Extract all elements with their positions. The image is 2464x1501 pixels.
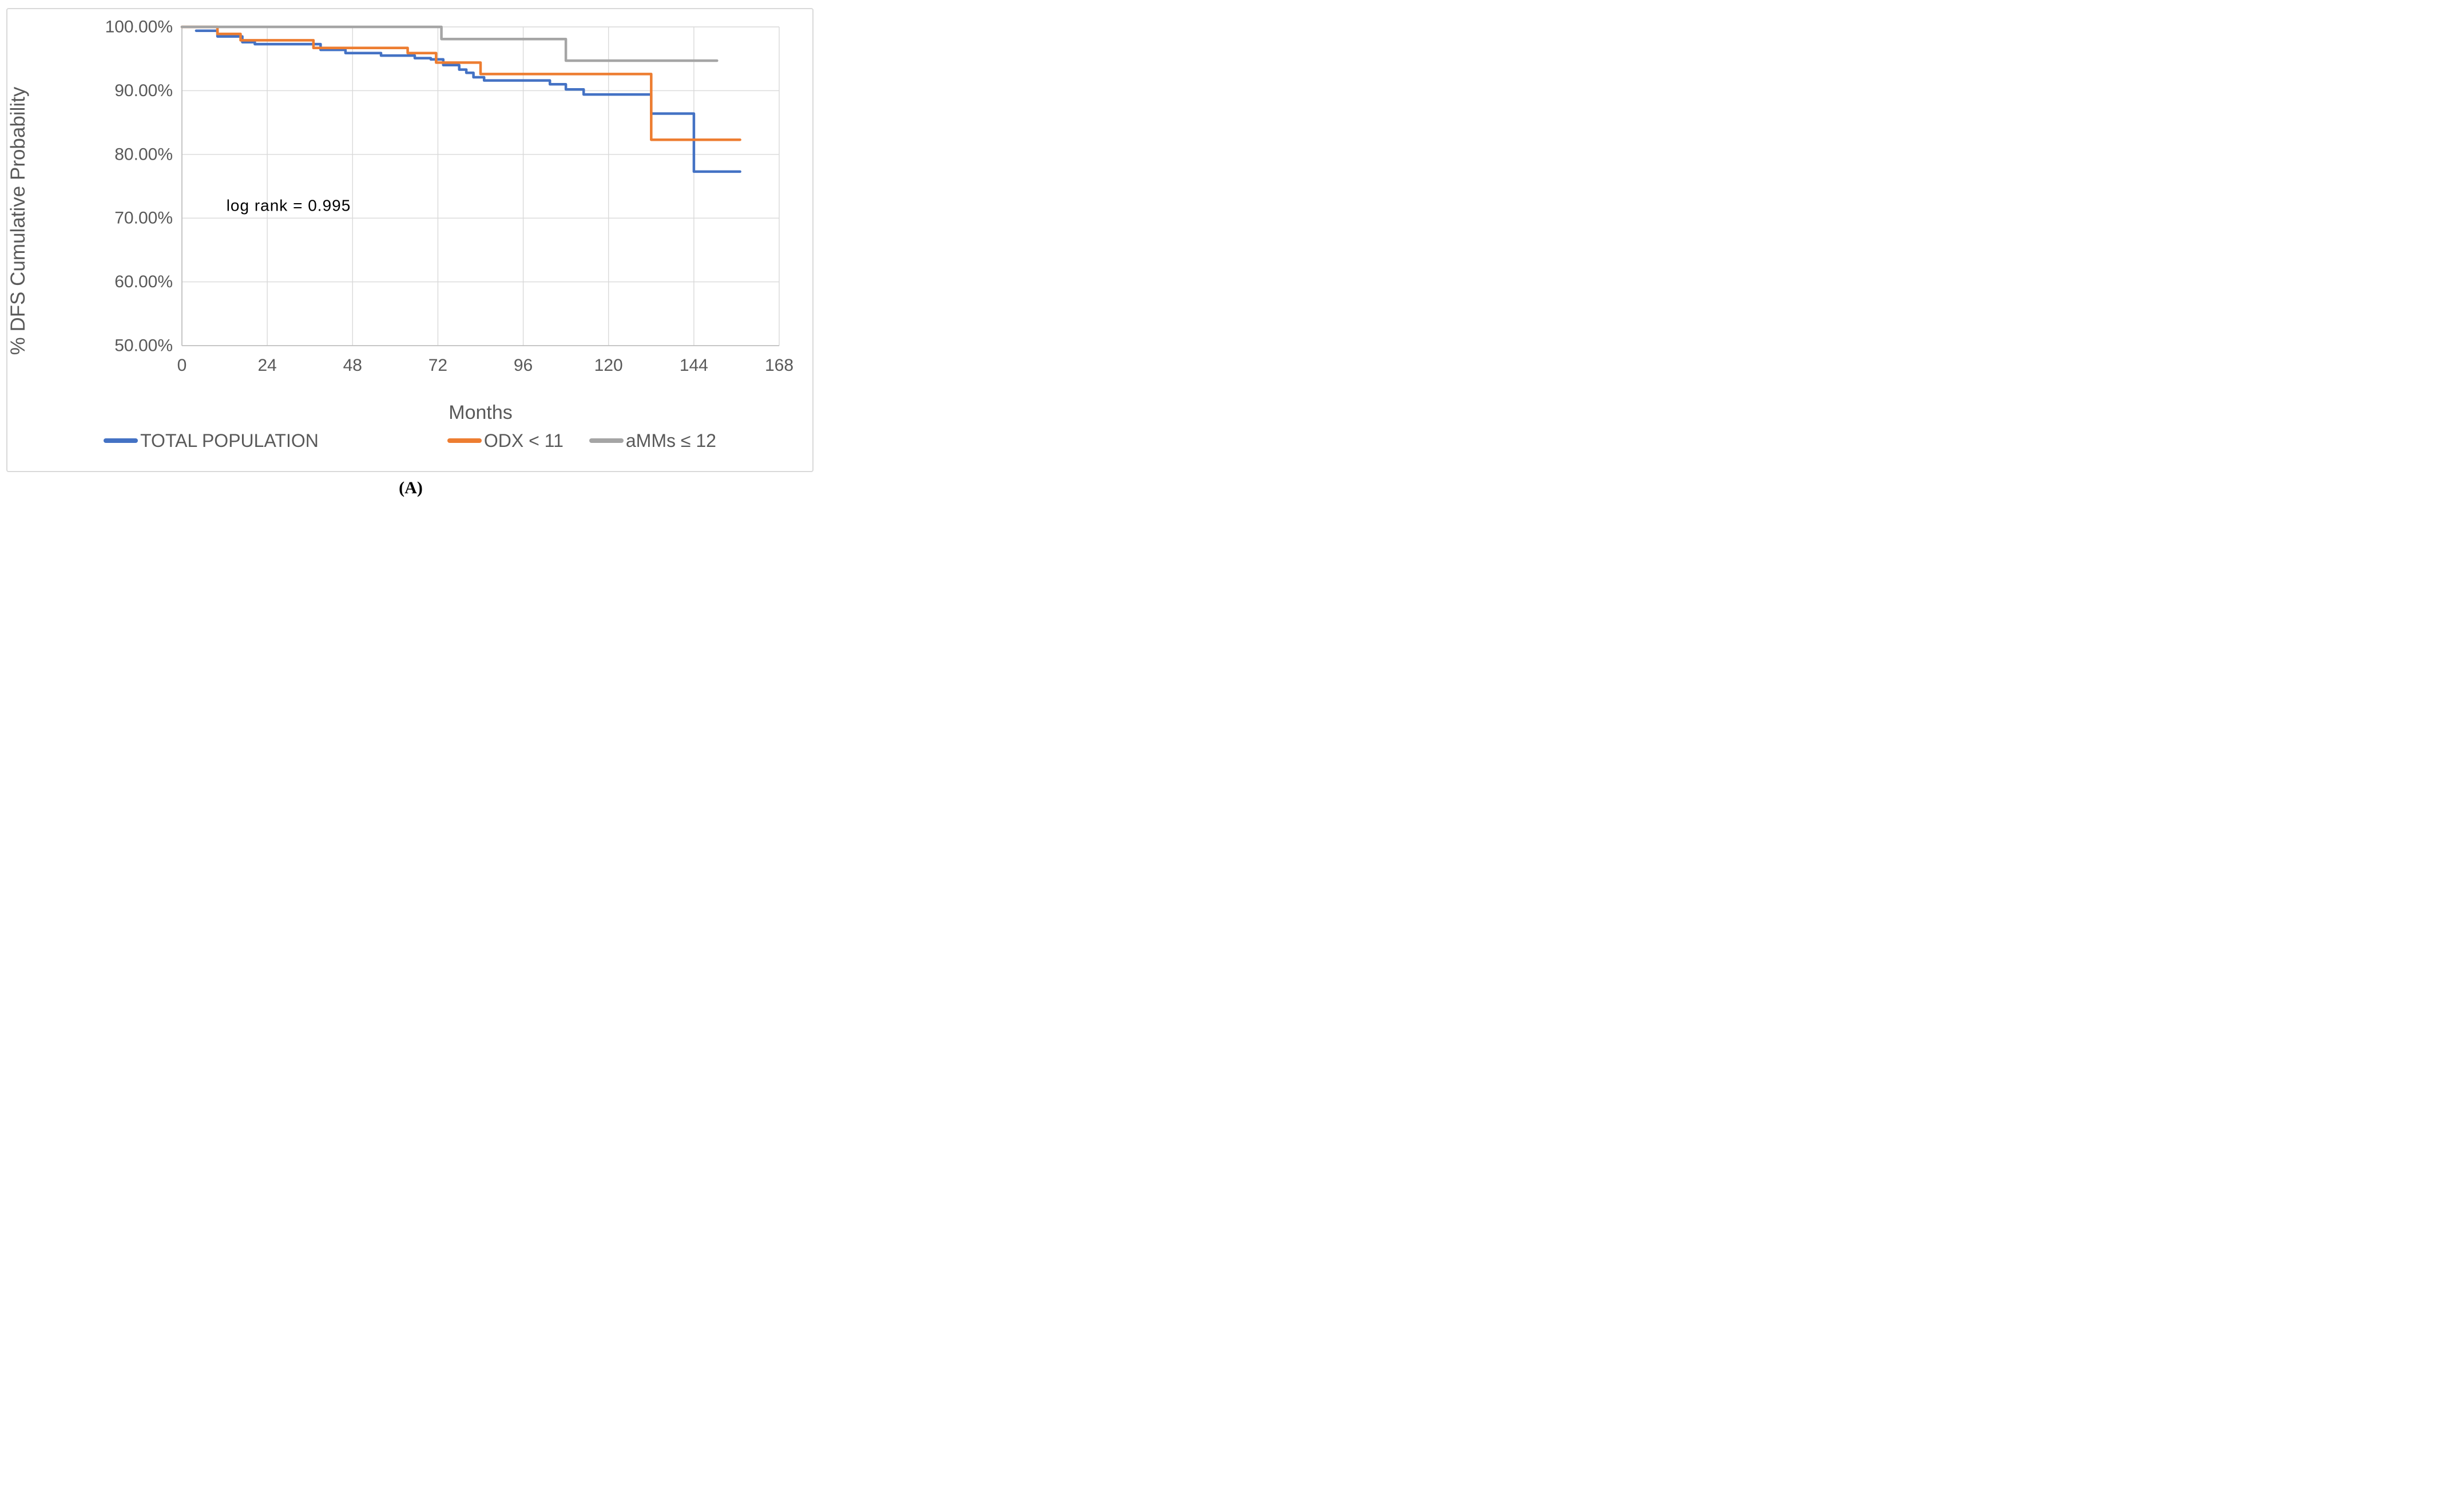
figure-page: { "figure": { "caption": "(A)" }, "chart… xyxy=(0,0,822,501)
y-tick-label: 100.00% xyxy=(105,18,173,37)
y-tick-label: 60.00% xyxy=(114,272,173,291)
y-tick-label: 70.00% xyxy=(114,209,173,228)
series-line-odx-11 xyxy=(180,25,741,141)
axes-group xyxy=(181,27,779,346)
y-tick-label: 90.00% xyxy=(114,81,173,100)
y-tick-label: 50.00% xyxy=(114,336,173,355)
legend-label-amms-le-12: aMMs ≤ 12 xyxy=(625,430,716,451)
series-line-amms-12 xyxy=(180,25,719,62)
legend-swatch-odx-lt-11-icon xyxy=(447,438,482,443)
legend: TOTAL POPULATION ODX < 11 aMMs ≤ 12 xyxy=(7,428,812,453)
legend-item-amms-le-12: aMMs ≤ 12 xyxy=(589,430,716,452)
y-tick-label: 80.00% xyxy=(114,145,173,164)
x-tick-label: 120 xyxy=(594,356,623,375)
km-plot: 100.00% 90.00% 80.00% 70.00% 60.00% 50.00%0 24… xyxy=(7,18,793,424)
tick-labels-group: 100.00% 90.00% 80.00% 70.00% 60.00% 50.00%0 24… xyxy=(105,18,793,375)
legend-item-odx-lt-11: ODX < 11 xyxy=(447,430,564,452)
figure-caption: (A) xyxy=(399,478,423,497)
legend-label-total-population: TOTAL POPULATION xyxy=(140,430,319,451)
log-rank-annotation: log rank = 0.995 xyxy=(227,196,351,214)
legend-swatch-amms-le-12-icon xyxy=(589,438,624,443)
legend-item-total-population: TOTAL POPULATION xyxy=(104,430,319,452)
x-tick-label: 72 xyxy=(428,356,447,375)
x-tick-label: 96 xyxy=(514,356,533,375)
gridlines-group xyxy=(182,26,780,346)
series-group xyxy=(180,25,741,173)
series-line-total-population xyxy=(195,29,741,173)
x-tick-label: 24 xyxy=(257,356,276,375)
chart-frame: 100.00% 90.00% 80.00% 70.00% 60.00% 50.00% 0 24… xyxy=(6,8,814,472)
x-tick-label: 168 xyxy=(765,356,793,375)
x-axis-title: Months xyxy=(449,402,513,423)
x-tick-label: 0 xyxy=(177,356,187,375)
legend-swatch-total-population-icon xyxy=(104,438,138,443)
x-tick-label: 48 xyxy=(343,356,362,375)
x-tick-label: 144 xyxy=(680,356,708,375)
y-axis-title: % DFS Cumulative Probability xyxy=(7,86,29,355)
legend-label-odx-lt-11: ODX < 11 xyxy=(483,430,564,451)
